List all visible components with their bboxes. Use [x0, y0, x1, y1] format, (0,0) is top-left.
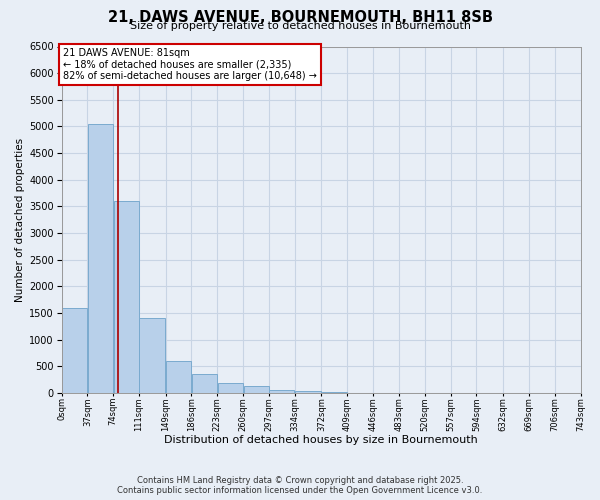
Y-axis label: Number of detached properties: Number of detached properties — [15, 138, 25, 302]
Bar — [218, 383, 243, 393]
Bar — [113, 201, 139, 393]
Bar — [295, 391, 321, 393]
Bar — [62, 308, 87, 393]
Bar — [244, 386, 269, 393]
Text: 21, DAWS AVENUE, BOURNEMOUTH, BH11 8SB: 21, DAWS AVENUE, BOURNEMOUTH, BH11 8SB — [107, 10, 493, 25]
Bar — [88, 124, 113, 393]
Bar — [269, 390, 295, 393]
Text: Size of property relative to detached houses in Bournemouth: Size of property relative to detached ho… — [130, 21, 470, 31]
Bar — [322, 392, 347, 393]
Text: Contains HM Land Registry data © Crown copyright and database right 2025.
Contai: Contains HM Land Registry data © Crown c… — [118, 476, 482, 495]
Text: 21 DAWS AVENUE: 81sqm
← 18% of detached houses are smaller (2,335)
82% of semi-d: 21 DAWS AVENUE: 81sqm ← 18% of detached … — [63, 48, 317, 81]
Bar — [166, 361, 191, 393]
Bar — [192, 374, 217, 393]
Bar — [139, 318, 165, 393]
X-axis label: Distribution of detached houses by size in Bournemouth: Distribution of detached houses by size … — [164, 435, 478, 445]
